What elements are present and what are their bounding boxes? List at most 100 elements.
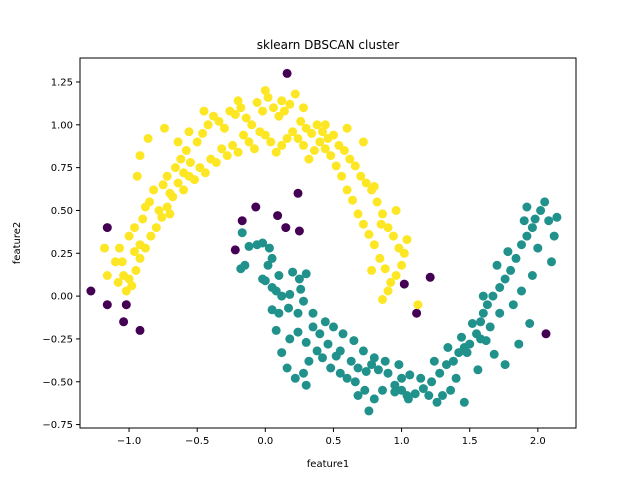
point-series-2-45 <box>329 130 338 140</box>
point-series-2-134 <box>140 202 150 212</box>
point-series-1-16 <box>301 269 311 279</box>
point-series-0-7 <box>237 216 247 226</box>
point-series-2-130 <box>383 286 393 296</box>
point-series-1-130 <box>308 322 318 332</box>
point-series-1-77 <box>378 385 387 395</box>
point-series-2-135 <box>165 209 175 219</box>
point-series-2-120 <box>260 86 270 95</box>
point-series-1-62 <box>547 257 556 267</box>
point-series-2-111 <box>113 277 123 287</box>
point-series-1-122 <box>478 291 488 301</box>
point-series-1-18 <box>293 308 303 318</box>
x-tick-label: 0.5 <box>325 436 341 447</box>
point-series-1-101 <box>349 336 359 346</box>
point-series-2-79 <box>288 127 298 137</box>
point-series-2-107 <box>135 253 145 263</box>
point-series-1-79 <box>360 385 370 395</box>
point-series-2-61 <box>386 277 396 287</box>
point-series-2-56 <box>388 231 398 241</box>
point-series-2-62 <box>380 264 390 274</box>
point-series-1-51 <box>495 283 505 292</box>
point-series-2-42 <box>312 120 322 130</box>
point-series-0-14 <box>425 272 435 282</box>
point-series-2-30 <box>247 120 257 130</box>
point-series-1-111 <box>467 319 477 328</box>
point-series-2-118 <box>199 106 209 116</box>
point-series-1-99 <box>329 322 338 332</box>
point-series-2-113 <box>135 151 145 161</box>
point-series-1-113 <box>489 349 499 359</box>
y-tick-label: 0.00 <box>51 292 73 303</box>
point-series-2-123 <box>320 120 330 130</box>
point-series-2-70 <box>337 171 347 181</box>
point-series-2-115 <box>160 123 169 133</box>
point-series-1-115 <box>514 339 524 349</box>
point-series-2-63 <box>375 253 385 263</box>
point-series-1-21 <box>285 334 295 344</box>
point-series-1-41 <box>442 360 451 370</box>
point-series-1-56 <box>522 231 532 241</box>
x-axis-label: feature1 <box>307 459 349 470</box>
point-series-1-48 <box>478 308 488 318</box>
point-series-2-131 <box>378 295 387 304</box>
point-series-2-55 <box>383 223 393 233</box>
point-series-1-94 <box>274 271 284 280</box>
point-series-2-14 <box>162 171 172 181</box>
point-series-1-80 <box>353 391 363 400</box>
y-axis-ticks: −0.75 −0.50 −0.25 0.00 0.25 0.50 0.75 1.00 1.25 <box>42 77 80 431</box>
point-series-1-95 <box>288 267 298 277</box>
point-series-2-86 <box>249 144 259 154</box>
point-series-1-73 <box>432 397 442 407</box>
point-series-1-86 <box>304 356 314 366</box>
point-series-1-20 <box>274 308 284 318</box>
point-series-2-68 <box>348 195 357 205</box>
point-series-1-87 <box>299 368 308 378</box>
point-series-2-12 <box>154 206 164 215</box>
point-series-1-55 <box>517 240 526 250</box>
point-series-1-37 <box>410 389 420 399</box>
point-series-2-124 <box>342 123 352 133</box>
point-series-2-65 <box>364 229 374 239</box>
point-series-2-102 <box>162 202 172 212</box>
point-series-0-0 <box>86 286 96 296</box>
point-series-0-9 <box>251 202 261 212</box>
y-tick-label: −0.75 <box>42 420 73 431</box>
point-series-0-17 <box>541 329 551 339</box>
point-series-1-129 <box>350 377 360 387</box>
point-series-2-103 <box>157 212 167 222</box>
y-tick-label: 0.50 <box>51 206 73 217</box>
point-series-2-6 <box>124 231 134 241</box>
point-series-2-4 <box>127 281 137 291</box>
point-series-2-69 <box>342 185 352 195</box>
point-series-1-19 <box>284 303 293 313</box>
point-series-2-48 <box>345 154 355 164</box>
point-series-0-10 <box>273 211 283 221</box>
point-series-1-66 <box>495 308 505 318</box>
point-series-1-118 <box>544 216 554 226</box>
point-series-1-61 <box>549 231 559 241</box>
point-series-1-31 <box>367 360 377 370</box>
point-series-1-124 <box>503 247 513 257</box>
point-series-2-34 <box>269 103 278 113</box>
point-series-2-78 <box>293 134 303 143</box>
point-series-1-63 <box>527 271 537 280</box>
points-layer <box>86 68 562 416</box>
point-series-2-51 <box>361 178 371 188</box>
point-series-2-133 <box>367 265 377 275</box>
point-series-2-74 <box>315 137 325 147</box>
point-series-1-98 <box>320 317 330 327</box>
point-series-0-16 <box>412 308 422 318</box>
x-tick-label: 2.0 <box>530 436 546 447</box>
point-series-1-125 <box>519 216 529 226</box>
point-series-2-5 <box>131 265 141 275</box>
point-series-1-108 <box>429 356 439 366</box>
point-series-2-67 <box>353 209 363 219</box>
point-series-2-38 <box>290 89 300 99</box>
point-series-0-6 <box>282 68 292 78</box>
point-series-1-107 <box>416 373 426 383</box>
x-axis-ticks: −1.0 −0.5 0.0 0.5 1.0 1.5 2.0 <box>117 428 546 447</box>
point-series-2-49 <box>350 161 360 171</box>
point-series-2-119 <box>233 96 243 106</box>
point-series-2-11 <box>149 185 159 195</box>
point-series-1-72 <box>438 391 447 400</box>
